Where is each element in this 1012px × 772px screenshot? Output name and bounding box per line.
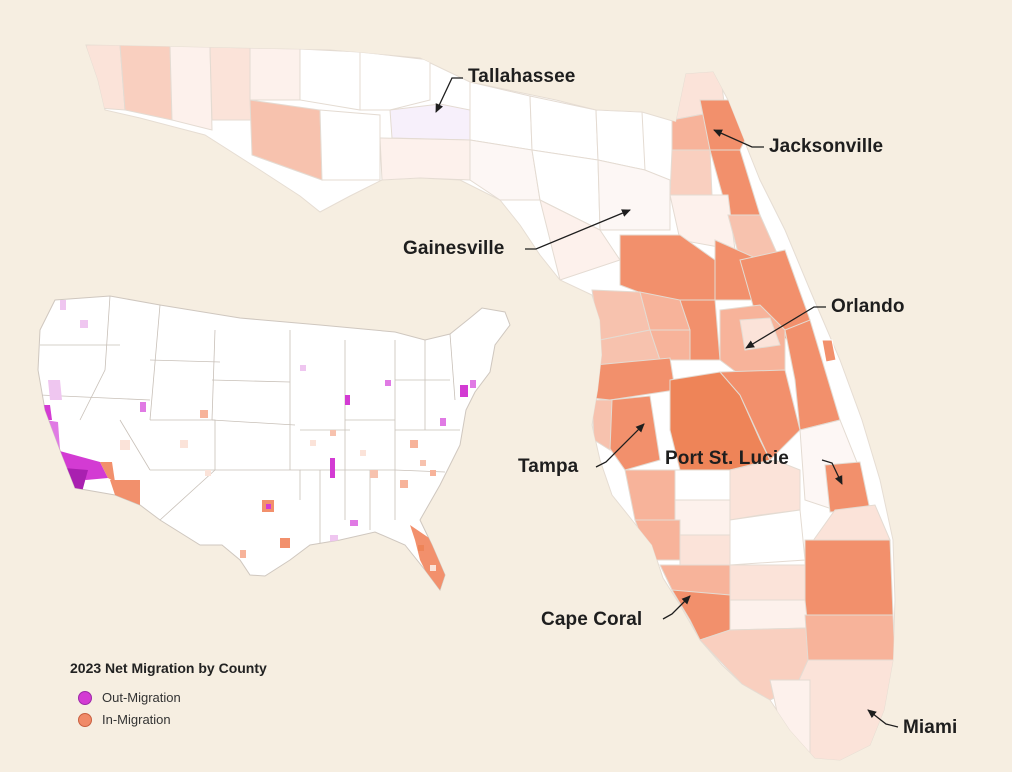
city-label-jacksonville: Jacksonville	[769, 136, 884, 157]
legend-title: 2023 Net Migration by County	[70, 660, 267, 676]
legend: 2023 Net Migration by County Out-Migrati…	[70, 660, 267, 734]
orlando-leader	[745, 306, 826, 349]
city-label-cape-coral: Cape Coral	[541, 609, 643, 630]
cape-coral-leader	[662, 595, 691, 620]
us-inset-map	[37, 295, 511, 592]
tallahassee-leader	[435, 77, 463, 113]
tampa-leader	[595, 423, 645, 468]
florida-map	[85, 44, 896, 761]
city-label-tampa: Tampa	[518, 456, 579, 477]
city-label-port-st-lucie: Port St. Lucie	[665, 448, 789, 469]
gainesville-leader	[525, 209, 631, 250]
port-st-lucie-leader	[821, 459, 843, 485]
city-label-miami: Miami	[903, 717, 958, 738]
out-migration-swatch-icon	[78, 690, 92, 705]
legend-item-out-migration: Out-Migration	[70, 690, 267, 705]
city-label-gainesville: Gainesville	[403, 238, 505, 259]
city-label-tallahassee: Tallahassee	[468, 66, 576, 87]
jacksonville-leader	[713, 129, 764, 148]
callout-lines	[435, 77, 899, 728]
legend-label: In-Migration	[102, 712, 171, 727]
legend-item-in-migration: In-Migration	[70, 712, 267, 727]
city-label-orlando: Orlando	[831, 296, 905, 317]
miami-leader	[867, 709, 899, 728]
legend-label: Out-Migration	[102, 690, 181, 705]
in-migration-swatch-icon	[78, 712, 92, 727]
